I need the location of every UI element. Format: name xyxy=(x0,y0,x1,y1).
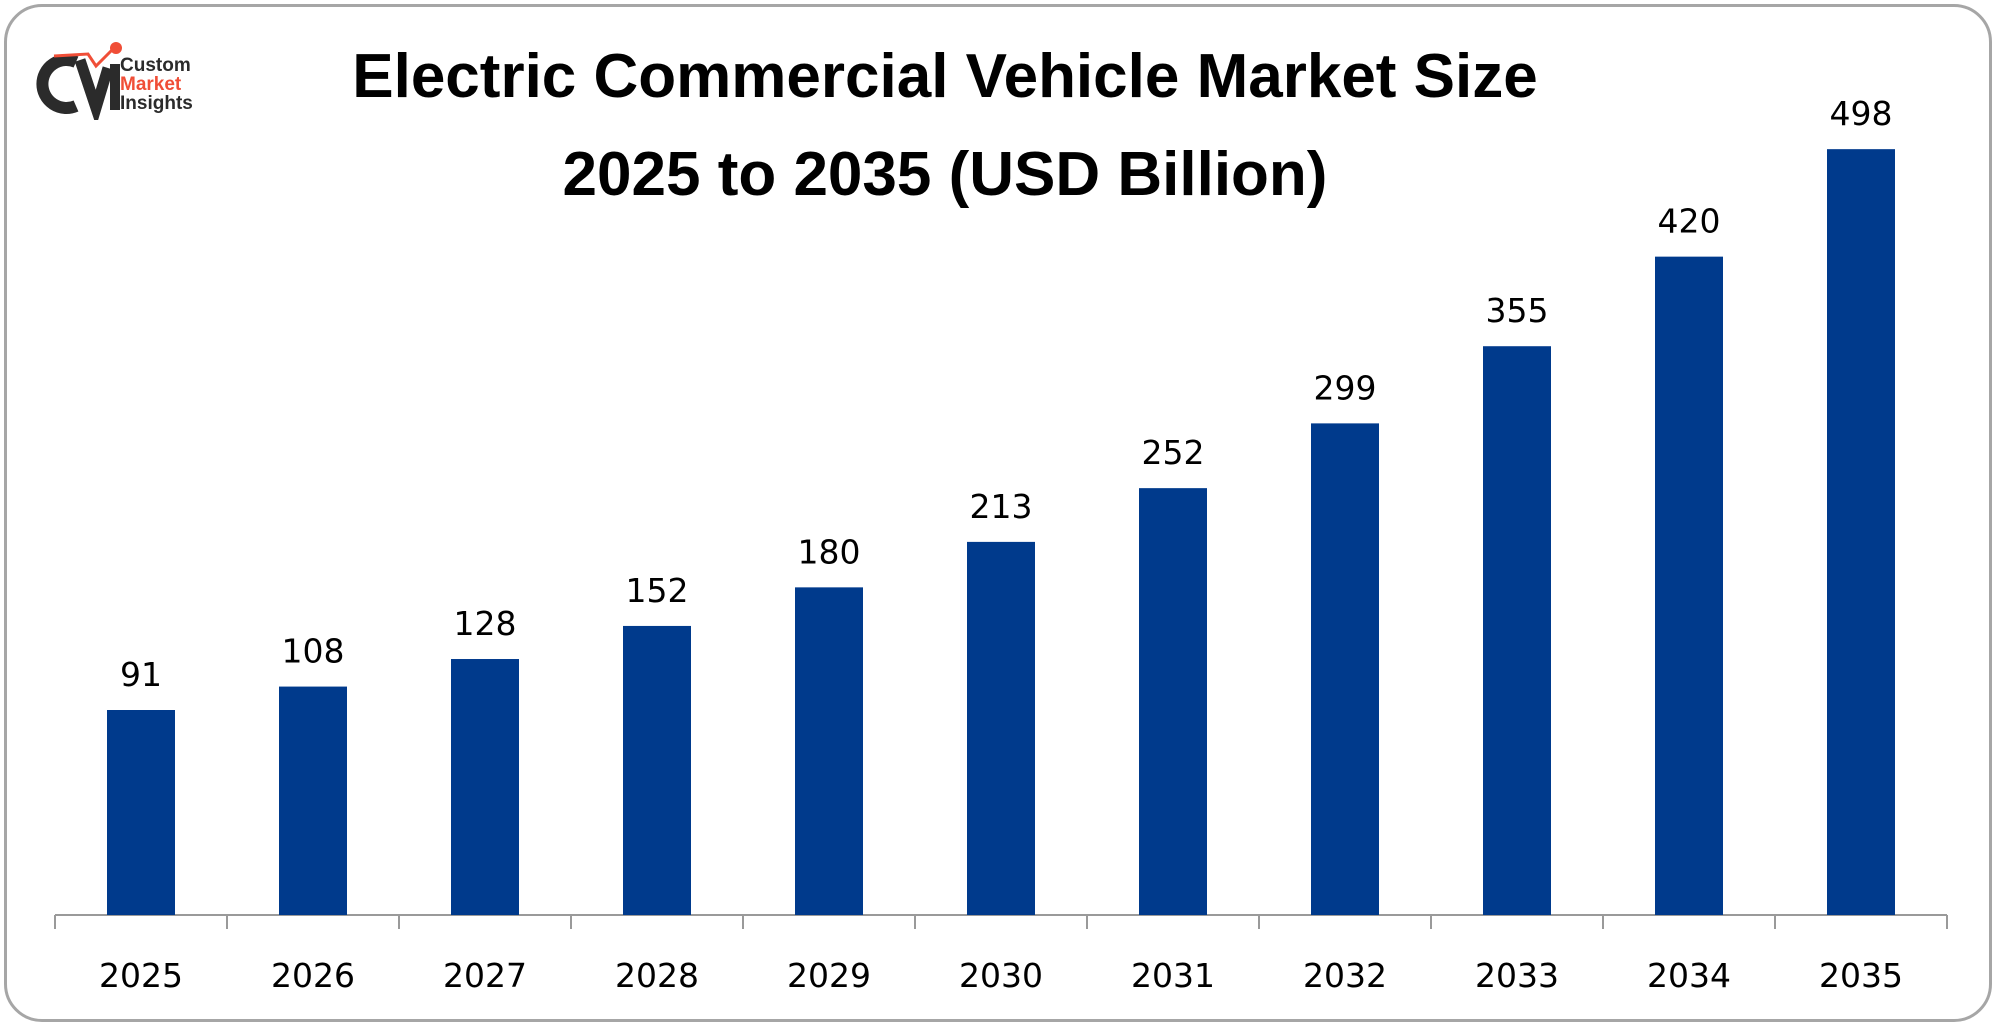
bar-2028 xyxy=(623,625,691,915)
bar-2034 xyxy=(1655,256,1723,915)
bar-2032 xyxy=(1311,423,1379,915)
logo-mark xyxy=(36,42,122,120)
logo-text-market: Market xyxy=(120,74,182,95)
data-label-2025: 91 xyxy=(120,655,162,694)
data-label-2028: 152 xyxy=(626,571,689,610)
x-tick-label-2026: 2026 xyxy=(271,956,355,995)
data-label-2030: 213 xyxy=(970,487,1033,526)
bar-2027 xyxy=(451,659,519,915)
bar-2025 xyxy=(107,710,175,915)
bar-2035 xyxy=(1827,149,1895,915)
chart-title-line-1: Electric Commercial Vehicle Market Size xyxy=(352,42,1538,111)
data-label-2034: 420 xyxy=(1658,202,1721,241)
logo-text-custom: Custom xyxy=(120,55,191,76)
data-label-2026: 108 xyxy=(282,632,345,671)
bar-2026 xyxy=(279,686,347,915)
x-tick-label-2029: 2029 xyxy=(787,956,871,995)
chart-title: Electric Commercial Vehicle Market Size … xyxy=(230,28,1660,224)
x-tick-label-2028: 2028 xyxy=(615,956,699,995)
data-label-2032: 299 xyxy=(1314,368,1377,407)
x-tick-label-2031: 2031 xyxy=(1131,956,1215,995)
x-tick-label-2033: 2033 xyxy=(1475,956,1559,995)
x-tick-label-2035: 2035 xyxy=(1819,956,1903,995)
data-label-2029: 180 xyxy=(798,532,861,571)
data-label-2033: 355 xyxy=(1486,291,1549,330)
bar-2030 xyxy=(967,541,1035,915)
bar-2029 xyxy=(795,587,863,915)
bar-2031 xyxy=(1139,488,1207,915)
data-label-2035: 498 xyxy=(1830,94,1893,133)
x-tick-label-2034: 2034 xyxy=(1647,956,1731,995)
x-tick-label-2027: 2027 xyxy=(443,956,527,995)
x-tick-label-2025: 2025 xyxy=(99,956,183,995)
data-label-2031: 252 xyxy=(1142,433,1205,472)
data-label-2027: 128 xyxy=(454,604,517,643)
x-tick-label-2030: 2030 xyxy=(959,956,1043,995)
chart-title-line-2: 2025 to 2035 (USD Billion) xyxy=(562,140,1328,209)
bar-2033 xyxy=(1483,346,1551,916)
x-tick-label-2032: 2032 xyxy=(1303,956,1387,995)
chart-frame xyxy=(4,4,1992,1022)
logo-text-insights: Insights xyxy=(120,93,193,114)
